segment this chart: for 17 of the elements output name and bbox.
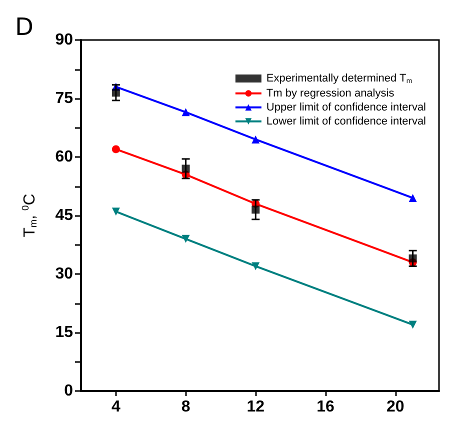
x-tick-label: 4 [111, 398, 120, 416]
y-tick-label: 15 [55, 324, 74, 341]
y-tick-label: 0 [64, 382, 74, 400]
y-axis-title: Tm, 0C [20, 194, 40, 238]
x-tick-label: 16 [316, 398, 334, 416]
x-tick-label: 20 [386, 398, 404, 416]
y-tick-label: 75 [55, 90, 74, 107]
legend-label: Tm by regression analysis [266, 87, 395, 100]
legend-label: Lower limit of confidence interval [266, 115, 426, 128]
x-tick-label: 12 [246, 398, 265, 416]
y-tick-label: 60 [55, 148, 74, 166]
chart-title: D [15, 13, 34, 41]
y-tick-label: 45 [55, 207, 74, 224]
legend-label: Upper limit of confidence interval [266, 101, 426, 114]
y-tick-label: 30 [55, 266, 74, 282]
x-tick-label: 8 [181, 398, 190, 416]
y-tick-label: 90 [55, 32, 74, 48]
